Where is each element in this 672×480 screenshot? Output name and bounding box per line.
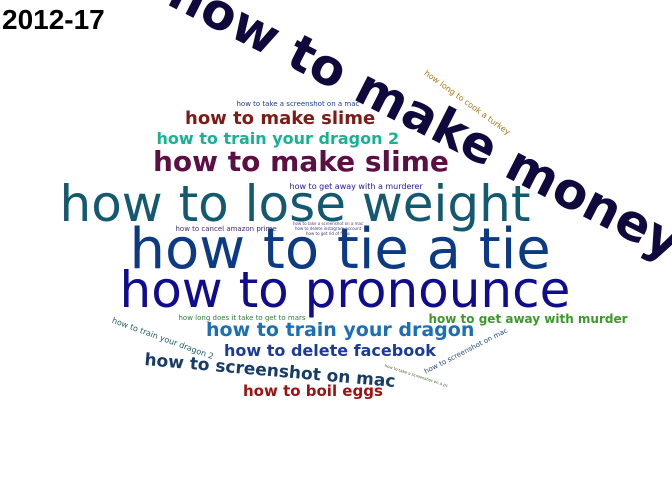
word-how-to-tie-a-tie: how to tie a tie [129, 217, 551, 282]
word-how-to-boil-eggs: how to boil eggs [243, 381, 383, 400]
word-how-to-get-away-with-murder: how to get away with murder [428, 312, 628, 326]
word-how-to-make-slime-large: how to make slime [153, 145, 449, 178]
word-how-to-take-a-screenshot-on-a-mac: how to take a screenshot on a mac [236, 99, 360, 108]
word-how-to-make-slime-small: how to make slime [185, 108, 376, 129]
word-how-to-cancel-amazon-prime: how to cancel amazon prime [175, 224, 277, 233]
word-how-to-lose-weight: how to lose weight [59, 175, 531, 233]
word-how-to-take-a-screenshot-on-a-mac-tiny: how to take a screenshot on a mac [293, 221, 364, 226]
word-how-to-get-rid-of-fleas: how to get rid of fleas [306, 231, 350, 236]
word-how-to-delete-facebook: how to delete facebook [224, 341, 436, 360]
word-how-to-pronounce: how to pronounce [119, 261, 571, 319]
year-label: 2012-17 [2, 4, 105, 35]
word-how-to-get-away-with-a-murderer: how to get away with a murderer [289, 182, 423, 191]
word-how-to-train-your-dragon: how to train your dragon [206, 318, 475, 341]
word-how-to-train-your-dragon-2: how to train your dragon 2 [156, 129, 400, 148]
word-how-to-delete-instagram-account: how to delete instagram account [295, 226, 362, 231]
word-how-long-does-it-take-to-get-to-mars: how long does it take to get to mars [178, 313, 306, 322]
